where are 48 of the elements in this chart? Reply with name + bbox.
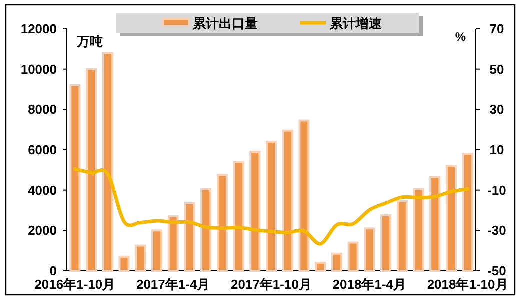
y2-axis-title: % [455,30,466,44]
y-tick-label: 4000 [28,182,57,198]
y2-tick-label: 50 [490,62,504,77]
x-tick-label: 2018年1-4月 [332,277,407,292]
y2-tick-label: -50 [488,264,506,278]
bar [86,68,98,272]
bar [168,216,179,272]
legend-label: 累计增速 [329,16,383,31]
bar [413,188,424,272]
bar [250,151,261,272]
y-tick-label: 0 [50,264,57,278]
y2-tick-label: 30 [490,102,504,118]
bar [200,188,212,272]
y2-tick-label: 70 [490,22,504,36]
y-tick-label: 12000 [20,22,57,36]
y-tick-label: 6000 [28,142,57,158]
bar [331,252,342,272]
bar [135,244,146,272]
bar [446,165,457,272]
bar [396,200,408,272]
bar [315,262,326,272]
bar [118,256,130,272]
x-tick-label: 2018年1-10月 [427,277,508,292]
x-tick-label: 2016年1-10月 [34,277,116,292]
y2-tick-label: 10 [490,142,504,158]
bar [348,242,359,272]
x-tick-label: 2017年1-10月 [231,277,312,292]
y-tick-label: 2000 [28,223,57,238]
x-tick-label: 2017年1-4月 [136,277,210,292]
bar [233,161,244,272]
bar [462,153,474,272]
bar [298,120,310,272]
y-axis-title: 万吨 [76,34,103,49]
y2-tick-label: -10 [488,182,506,198]
bar [184,202,196,272]
bar [102,52,114,272]
y-tick-label: 8000 [28,102,57,118]
bar [216,174,228,272]
bar [70,84,81,272]
bar [151,230,162,272]
bar [380,214,392,272]
bar [430,176,441,272]
bar [364,228,376,272]
y-tick-label: 10000 [20,62,57,77]
y2-tick-label: -30 [488,223,506,238]
bar [282,130,294,272]
legend-label: 累计出口量 [192,16,258,31]
bar [266,140,277,272]
